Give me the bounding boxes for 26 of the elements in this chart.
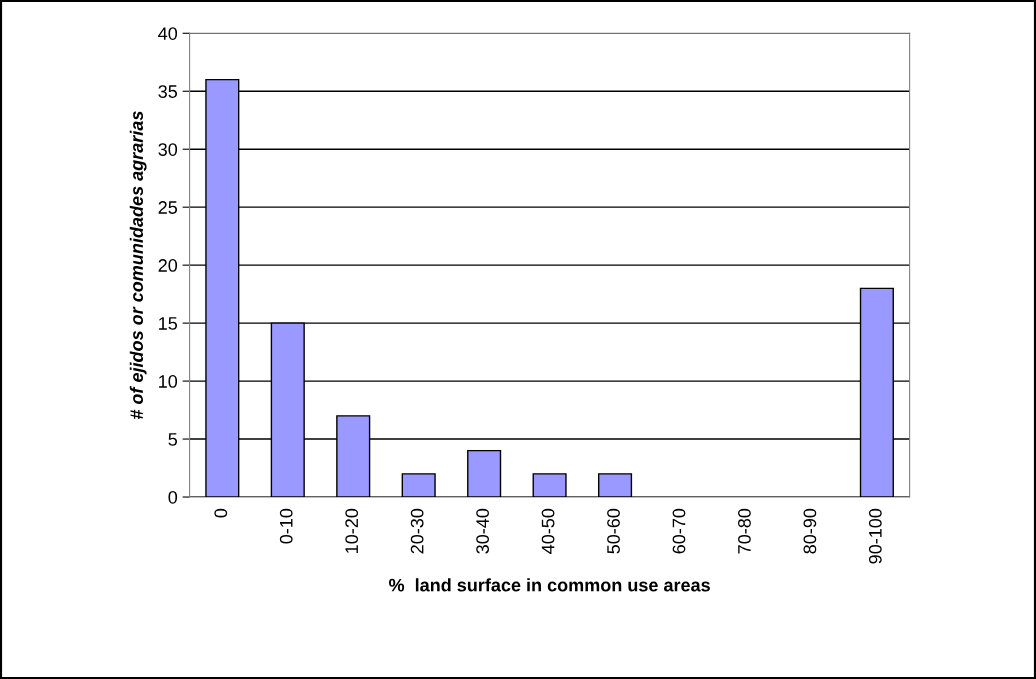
y-tick-label: 20 bbox=[158, 259, 178, 272]
x-tick-label: 70-80 bbox=[738, 508, 751, 554]
x-tick-label: 20-30 bbox=[410, 508, 424, 554]
x-tick-label: 80-90 bbox=[803, 508, 817, 554]
x-tick-label: 50-60 bbox=[607, 508, 620, 554]
y-tick-label: 30 bbox=[158, 143, 178, 156]
y-tick-label: 40 bbox=[158, 27, 178, 40]
y-tick-label: 0 bbox=[168, 490, 178, 504]
x-tick-label: 0 bbox=[214, 508, 228, 518]
bar bbox=[597, 473, 633, 498]
x-tick-label: 60-70 bbox=[672, 508, 686, 554]
y-tick-label: 35 bbox=[158, 85, 178, 98]
y-tick-label: 5 bbox=[168, 433, 178, 446]
y-tick-label: 15 bbox=[159, 317, 178, 330]
x-tick-label: 40-50 bbox=[541, 508, 555, 554]
x-tick-label: 10-20 bbox=[345, 508, 359, 553]
bar bbox=[467, 449, 502, 498]
y-tick-label: 10 bbox=[159, 375, 178, 388]
bar bbox=[532, 473, 567, 498]
bar bbox=[401, 473, 436, 498]
y-tick-label: 25 bbox=[158, 201, 178, 214]
x-tick-label: 0-10 bbox=[279, 508, 293, 544]
y-axis-title: # of ejidos or comunidades agrarias bbox=[129, 111, 147, 420]
x-tick-label: 90-100 bbox=[868, 508, 882, 564]
x-axis-title: % land surface in common use areas bbox=[389, 578, 710, 592]
x-tick-label: 30-40 bbox=[476, 508, 489, 554]
